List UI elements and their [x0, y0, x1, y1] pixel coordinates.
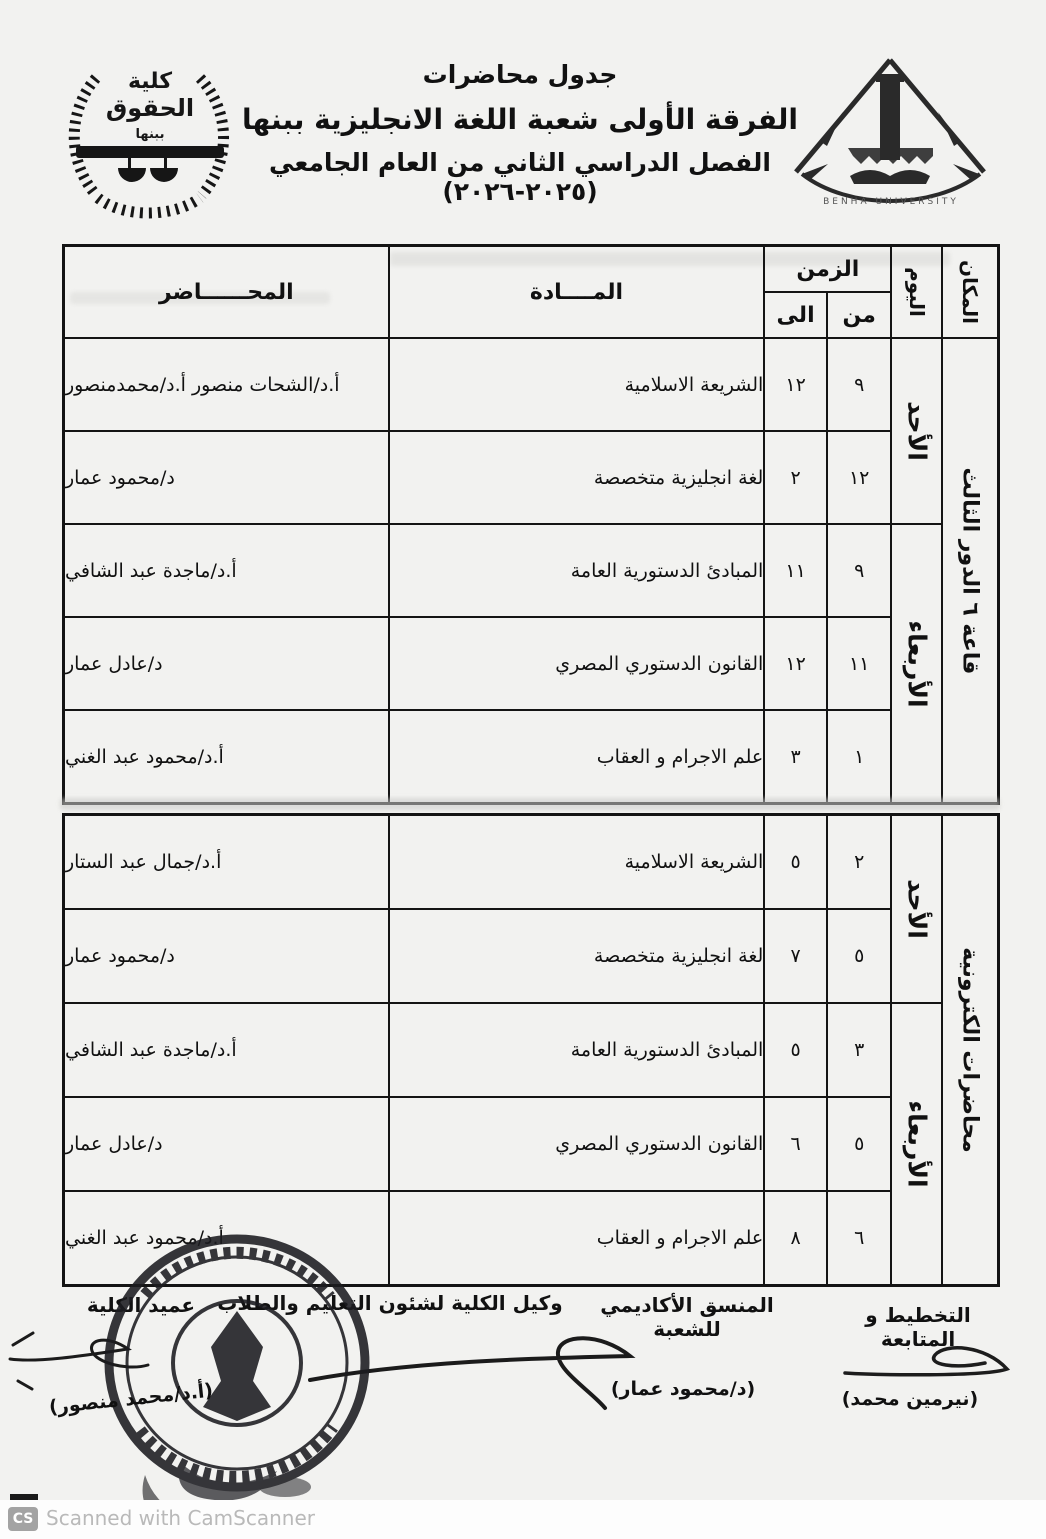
camscanner-badge-icon: CS: [8, 1507, 38, 1531]
lecturer-cell: أ.د/محمود عبد الغني: [62, 709, 390, 805]
faculty-of-law-seal: كلية الحقوق ببنها: [58, 50, 238, 229]
university-pyramid-icon: BENHA UNIVERSITY: [794, 58, 986, 207]
lecturer-cell: أ.د/ماجدة عبد الشافي: [62, 523, 390, 618]
time-to-cell: ٢: [763, 430, 828, 525]
schedule-table-section-1: المكان اليوم الزمن المــــادة المحــــــ…: [62, 244, 1000, 805]
university-caption: BENHA UNIVERSITY: [823, 197, 959, 207]
subject-cell: القانون الدستوري المصري: [387, 616, 766, 711]
document-title-block: جدول محاضرات الفرقة الأولى شعبة اللغة ال…: [225, 56, 815, 206]
time-to-cell: ١٢: [763, 616, 828, 711]
time-to-cell: ٨: [763, 1190, 828, 1287]
subject-cell: لغة انجليزية متخصصة: [387, 430, 766, 525]
header-lecturer: المحــــــاضر: [62, 244, 390, 339]
schedule-title: جدول محاضرات: [422, 60, 618, 89]
subject-cell: علم الاجرام و العقاب: [387, 709, 766, 805]
svg-text:كلية: كلية: [128, 69, 172, 94]
lecturer-cell: د/محمود عمار: [62, 430, 390, 525]
vice-dean-signature-icon: [308, 1336, 636, 1410]
place-cell: محاضرات الكترونية: [940, 813, 1000, 1287]
lecturer-cell: أ.د/ماجدة عبد الشافي: [62, 1002, 390, 1098]
time-to-cell: ٣: [763, 709, 828, 805]
time-from-cell: ٦: [825, 1190, 893, 1287]
svg-text:الحقوق: الحقوق: [106, 94, 194, 122]
time-to-cell: ٦: [763, 1096, 828, 1192]
time-from-cell: ٢: [825, 813, 893, 910]
lecturer-cell: د/محمود عمار: [62, 908, 390, 1004]
benha-university-logo: BENHA UNIVERSITY: [788, 52, 993, 228]
planning-signature-icon: [843, 1346, 1011, 1377]
day-cell: الأربعاء: [890, 523, 943, 805]
time-to-cell: ٧: [763, 908, 828, 1004]
lecturer-cell: د/عادل عمار: [62, 1096, 390, 1192]
subject-cell: علم الاجرام و العقاب: [387, 1190, 766, 1287]
place-cell: قاعة ٦ الدور الثالث: [940, 337, 1000, 805]
subject-cell: الشريعة الاسلامية: [387, 337, 766, 432]
planning-role-label: التخطيط و المتابعة: [865, 1303, 971, 1351]
laurel-wreath-scales-icon: كلية الحقوق ببنها: [68, 69, 229, 219]
time-to-cell: ٥: [763, 813, 828, 910]
time-to-cell: ١٢: [763, 337, 828, 432]
subject-cell: المبادئ الدستورية العامة: [387, 1002, 766, 1098]
camscanner-watermark-text: Scanned with CamScanner: [46, 1506, 315, 1530]
header-time-to: الى: [763, 291, 828, 339]
time-from-cell: ١٢: [825, 430, 893, 525]
camscanner-footer: CS Scanned with CamScanner: [0, 1500, 1046, 1539]
time-from-cell: ٥: [825, 908, 893, 1004]
time-from-cell: ٩: [825, 523, 893, 618]
time-from-cell: ٣: [825, 1002, 893, 1098]
coordinator-role-label: المنسق الأكاديمي للشعبة: [600, 1293, 774, 1341]
header-day: اليوم: [890, 244, 943, 339]
time-from-cell: ١١: [825, 616, 893, 711]
scan-artifact: [10, 1494, 38, 1500]
lecturer-cell: د/عادل عمار: [62, 616, 390, 711]
class-section-title: الفرقة الأولى شعبة اللغة الانجليزية ببنه…: [242, 103, 798, 136]
lecturer-cell: أ.د/الشحات منصور أ.د/محمدمنصور: [62, 337, 390, 432]
schedule-table-section-2: محاضرات الكترونية الأحد ٢ ٥ الشريعة الاس…: [62, 813, 1000, 1287]
ink-stamp: [104, 1234, 370, 1515]
semester-title: الفصل الدراسي الثاني من العام الجامعي (٢…: [269, 148, 771, 206]
time-from-cell: ٩: [825, 337, 893, 432]
scan-shadow-band: [60, 798, 1000, 810]
coordinator-name-label: (د/محمود عمار): [610, 1378, 756, 1400]
day-cell: الأحد: [890, 337, 943, 525]
svg-text:ببنها: ببنها: [136, 127, 165, 142]
header-place: المكان: [940, 244, 1000, 339]
time-to-cell: ١١: [763, 523, 828, 618]
lecturer-cell: أ.د/جمال عبد الستار: [62, 813, 390, 910]
header-subject: المــــادة: [387, 244, 766, 339]
planning-name-label: (نيرمين محمد): [841, 1388, 979, 1410]
time-from-cell: ١: [825, 709, 893, 805]
day-cell: الأحد: [890, 813, 943, 1004]
subject-cell: لغة انجليزية متخصصة: [387, 908, 766, 1004]
time-to-cell: ٥: [763, 1002, 828, 1098]
header-time: الزمن: [763, 244, 893, 293]
subject-cell: الشريعة الاسلامية: [387, 813, 766, 910]
header-time-from: من: [825, 291, 893, 339]
time-from-cell: ٥: [825, 1096, 893, 1192]
subject-cell: المبادئ الدستورية العامة: [387, 523, 766, 618]
day-cell: الأربعاء: [890, 1002, 943, 1287]
subject-cell: القانون الدستوري المصري: [387, 1096, 766, 1192]
